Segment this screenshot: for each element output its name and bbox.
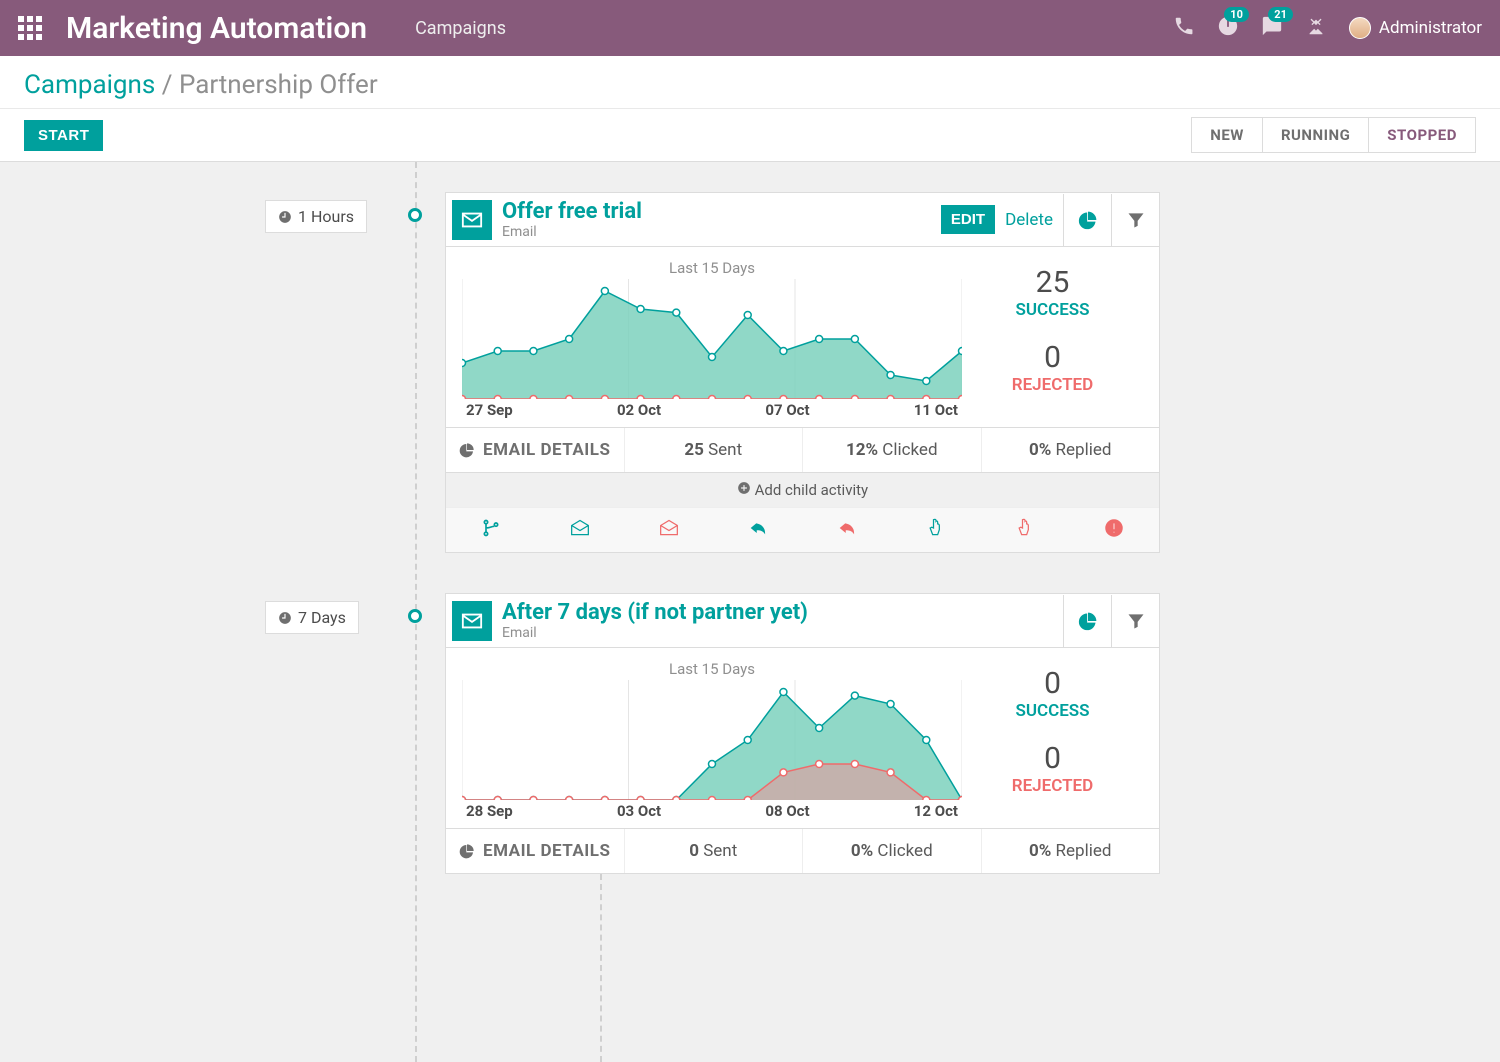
success-value: 25 <box>962 265 1143 300</box>
xlabel: 27 Sep <box>466 401 513 419</box>
activity-subtitle: Email <box>502 224 941 240</box>
phone-icon[interactable] <box>1173 15 1195 41</box>
success-label: SUCCESS <box>962 701 1143 721</box>
child-open-icon[interactable] <box>535 508 624 552</box>
activity-title[interactable]: After 7 days (if not partner yet) <box>502 600 1063 625</box>
rejected-label: REJECTED <box>962 375 1143 395</box>
chart-caption: Last 15 Days <box>462 660 962 678</box>
crumb-sep: / <box>155 70 179 100</box>
activity-chart: Last 15 Days 28 Sep 03 Oct 08 Oct 12 Oct <box>462 660 962 820</box>
envelope-icon <box>452 200 492 240</box>
details-row: EMAIL DETAILS 0 Sent 0% Clicked 0% Repli… <box>446 828 1159 873</box>
apps-icon[interactable] <box>18 16 42 40</box>
delay-tag: 7 Days <box>265 601 359 634</box>
rejected-value: 0 <box>962 741 1143 776</box>
breadcrumb: Campaigns / Partnership Offer <box>0 56 1500 109</box>
badge-discuss: 21 <box>1268 7 1293 22</box>
start-button[interactable]: START <box>24 120 103 151</box>
edit-button[interactable]: EDIT <box>941 205 995 234</box>
tab-filter-icon[interactable] <box>1111 595 1159 647</box>
tab-graph-icon[interactable] <box>1063 194 1111 246</box>
activity-card: Offer free trial Email EDITDelete Last 1… <box>445 192 1160 553</box>
child-reply-icon[interactable] <box>713 508 802 552</box>
timeline-dot <box>408 208 422 222</box>
xlabel: 28 Sep <box>466 802 513 820</box>
chart-caption: Last 15 Days <box>462 259 962 277</box>
xlabel: 11 Oct <box>914 401 958 419</box>
user-name: Administrator <box>1379 18 1482 38</box>
activity-step: 7 Days After 7 days (if not partner yet)… <box>0 593 1500 874</box>
rejected-value: 0 <box>962 340 1143 375</box>
details-clicked: 12% Clicked <box>803 428 982 472</box>
envelope-icon <box>452 601 492 641</box>
xlabel: 02 Oct <box>617 401 661 419</box>
activity-chart: Last 15 Days 27 Sep 02 Oct 07 Oct 11 Oct <box>462 259 962 419</box>
brand: Marketing Automation <box>66 11 367 46</box>
workflow-canvas: 1 Hours Offer free trial Email EDITDelet… <box>0 162 1500 1062</box>
child-bounce-icon[interactable] <box>1070 508 1159 552</box>
child-click-icon[interactable] <box>892 508 981 552</box>
badge-activities: 10 <box>1224 7 1249 22</box>
delete-button[interactable]: Delete <box>995 204 1063 236</box>
pill-stopped[interactable]: STOPPED <box>1368 117 1476 153</box>
xlabel: 08 Oct <box>765 802 809 820</box>
details-head[interactable]: EMAIL DETAILS <box>446 829 625 873</box>
add-child-button[interactable]: Add child activity <box>446 472 1159 507</box>
details-sent: 25 Sent <box>625 428 804 472</box>
discuss-icon[interactable]: 21 <box>1261 15 1283 41</box>
nav-campaigns[interactable]: Campaigns <box>415 18 506 39</box>
debug-icon[interactable] <box>1305 15 1327 41</box>
status-pills: NEW RUNNING STOPPED <box>1192 117 1476 153</box>
activity-title[interactable]: Offer free trial <box>502 199 941 224</box>
details-replied: 0% Replied <box>982 428 1160 472</box>
child-branch-icon[interactable] <box>446 508 535 552</box>
pill-running[interactable]: RUNNING <box>1262 117 1369 153</box>
pill-new[interactable]: NEW <box>1191 117 1263 153</box>
details-row: EMAIL DETAILS 25 Sent 12% Clicked 0% Rep… <box>446 427 1159 472</box>
child-notclick-icon[interactable] <box>981 508 1070 552</box>
child-notopen-icon[interactable] <box>624 508 713 552</box>
activity-step: 1 Hours Offer free trial Email EDITDelet… <box>0 192 1500 553</box>
actionbar: START NEW RUNNING STOPPED <box>0 109 1500 162</box>
timeline-dot <box>408 609 422 623</box>
success-label: SUCCESS <box>962 300 1143 320</box>
child-icons <box>446 507 1159 552</box>
rejected-label: REJECTED <box>962 776 1143 796</box>
crumb-root[interactable]: Campaigns <box>24 70 155 100</box>
avatar-icon <box>1349 17 1371 39</box>
activities-icon[interactable]: 10 <box>1217 15 1239 41</box>
details-head[interactable]: EMAIL DETAILS <box>446 428 625 472</box>
details-clicked: 0% Clicked <box>803 829 982 873</box>
xlabel: 03 Oct <box>617 802 661 820</box>
user-menu[interactable]: Administrator <box>1349 17 1482 39</box>
tab-filter-icon[interactable] <box>1111 194 1159 246</box>
card-actions: EDITDelete <box>941 204 1063 236</box>
crumb-leaf: Partnership Offer <box>179 70 378 100</box>
xlabel: 07 Oct <box>765 401 809 419</box>
details-replied: 0% Replied <box>982 829 1160 873</box>
success-value: 0 <box>962 666 1143 701</box>
tab-graph-icon[interactable] <box>1063 595 1111 647</box>
delay-tag: 1 Hours <box>265 200 367 233</box>
child-notreply-icon[interactable] <box>803 508 892 552</box>
navbar: Marketing Automation Campaigns 10 21 Adm… <box>0 0 1500 56</box>
activity-card: After 7 days (if not partner yet) Email … <box>445 593 1160 874</box>
activity-subtitle: Email <box>502 625 1063 641</box>
details-sent: 0 Sent <box>625 829 804 873</box>
xlabel: 12 Oct <box>914 802 958 820</box>
